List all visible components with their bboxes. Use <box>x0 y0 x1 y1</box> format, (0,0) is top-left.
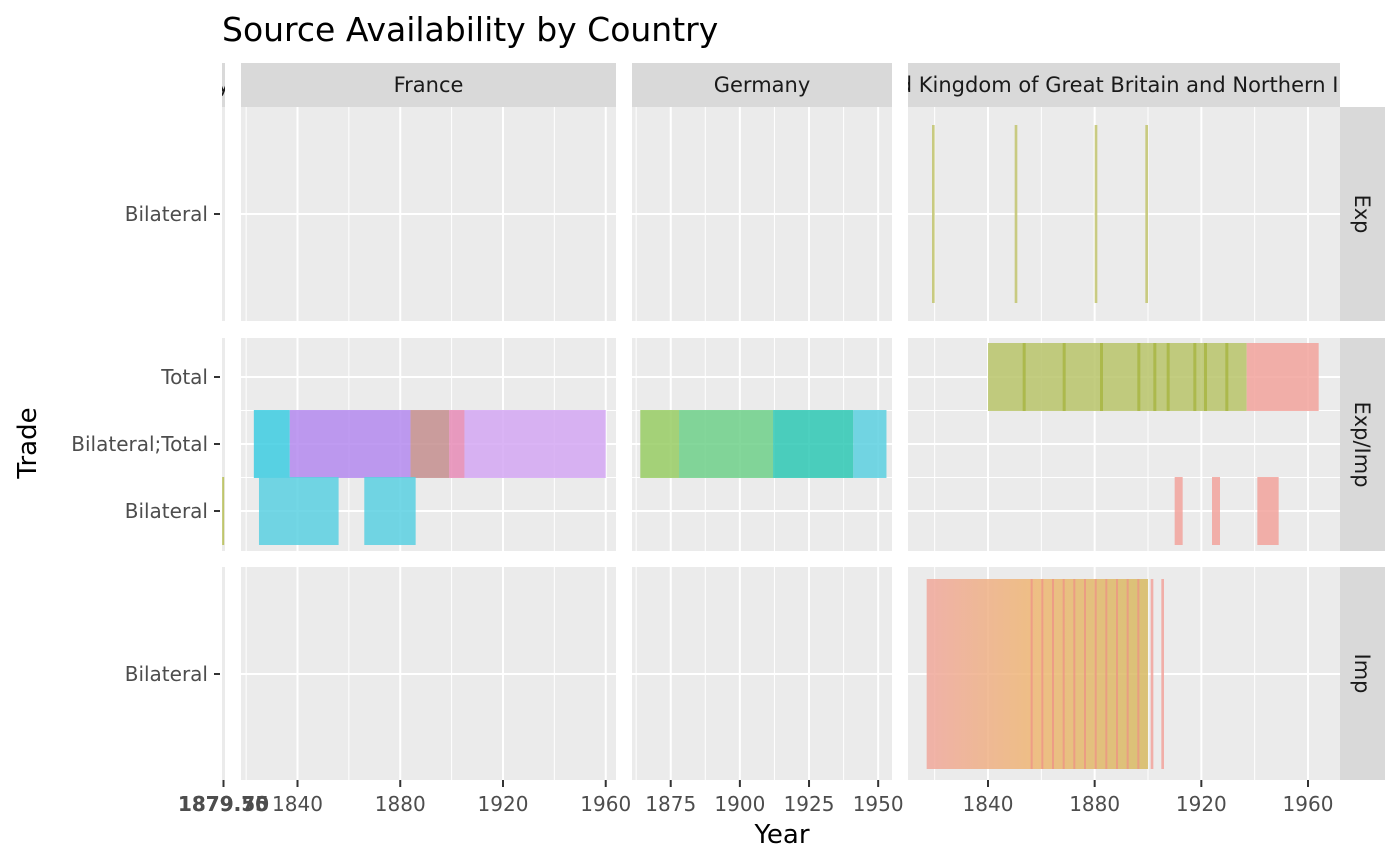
panel-background <box>222 338 225 551</box>
availability-bar <box>222 477 225 545</box>
x-tick-label: 1920 <box>478 792 529 816</box>
panel-background <box>222 107 225 321</box>
x-tick-label: 1920 <box>1176 792 1227 816</box>
row-strip-label: Exp <box>1350 194 1374 233</box>
availability-bar <box>1212 477 1220 545</box>
x-tick-label: 1840 <box>963 792 1014 816</box>
availability-bar <box>1161 579 1164 769</box>
availability-bar <box>289 410 411 478</box>
column-strip <box>908 63 1340 107</box>
overlap-stripe <box>1225 343 1229 411</box>
availability-bar <box>1150 579 1154 769</box>
panel-background <box>222 567 225 780</box>
x-axis-title: Year <box>753 820 809 850</box>
x-tick-label: 1879.75 <box>178 792 269 816</box>
row-strip-label: Exp/Imp <box>1350 401 1374 487</box>
overlap-stripe <box>1137 343 1141 411</box>
x-tick-label: 1900 <box>714 792 765 816</box>
y-axis-title: Trade <box>13 407 43 479</box>
overlap-stripe <box>1153 343 1157 411</box>
y-tick-label: Bilateral;Total <box>71 432 208 456</box>
facet-panels <box>222 107 1340 780</box>
x-tick-label: 1875 <box>645 792 696 816</box>
overlap-stripe <box>1116 579 1118 769</box>
availability-bar <box>1094 125 1098 303</box>
overlap-stripe <box>1126 579 1129 769</box>
y-tick-label: Bilateral <box>125 202 208 226</box>
overlap-stripe <box>1137 579 1140 769</box>
x-tick-label: 1960 <box>1283 792 1334 816</box>
availability-bar <box>773 410 854 478</box>
column-strip-label: United Kingdom of Great Britain and Nort… <box>843 73 1400 97</box>
row-strip-label: Imp <box>1350 654 1374 694</box>
row-strips: Exp Exp/Imp Imp <box>1340 107 1385 780</box>
availability-bar <box>1145 125 1148 303</box>
column-strip <box>241 63 616 107</box>
overlap-stripe <box>1022 343 1026 411</box>
row-strip <box>1340 107 1385 321</box>
column-strip-label: Germany <box>714 73 811 97</box>
availability-bar <box>932 125 935 303</box>
availability-bar <box>253 410 290 478</box>
overlap-stripe <box>1100 343 1103 411</box>
overlap-stripe <box>1073 579 1076 769</box>
overlap-stripe <box>1204 343 1207 411</box>
availability-bar <box>988 343 1247 411</box>
column-strip <box>222 63 225 107</box>
availability-bar <box>1014 125 1018 303</box>
overlap-stripe <box>1041 579 1044 769</box>
chart-title: Source Availability by Country <box>222 10 718 49</box>
y-tick-label: Bilateral <box>125 662 208 686</box>
overlap-stripe <box>1094 579 1097 769</box>
overlap-stripe <box>1062 343 1066 411</box>
y-axis: Bilateral Bilateral Bilateral;Total Total Bi… <box>71 202 220 686</box>
availability-bar <box>464 410 606 478</box>
x-tick-label: 1960 <box>580 792 631 816</box>
availability-bar <box>1174 477 1183 545</box>
overlap-stripe <box>1084 579 1086 769</box>
availability-bar <box>853 410 887 478</box>
overlap-stripe <box>1030 579 1033 769</box>
x-tick-label: 1925 <box>784 792 835 816</box>
x-tick-label: 1880 <box>1069 792 1120 816</box>
column-strip <box>632 63 892 107</box>
overlap-stripe <box>1193 343 1197 411</box>
availability-bar <box>449 410 465 478</box>
x-tick-label: 1840 <box>272 792 323 816</box>
y-tick-label: Total <box>160 365 208 389</box>
row-strip <box>1340 567 1385 780</box>
column-strip-label: y <box>217 73 229 97</box>
availability-bar <box>364 477 416 545</box>
x-tick-label: 1879.50 <box>178 792 269 816</box>
overlap-stripe <box>1062 579 1065 769</box>
y-tick-label: Bilateral <box>125 499 208 523</box>
row-strip <box>1340 338 1385 551</box>
availability-bar <box>258 477 339 545</box>
availability-bar <box>1257 477 1279 545</box>
availability-bar <box>679 410 774 478</box>
overlap-stripe <box>1166 343 1170 411</box>
availability-bar <box>640 410 680 478</box>
availability-bar <box>410 410 450 478</box>
availability-bar <box>1246 343 1319 411</box>
column-strips: y France Germany United Kingdom of Great Br… <box>217 63 1400 107</box>
x-tick-label: 1950 <box>853 792 904 816</box>
availability-bar <box>926 579 1148 769</box>
overlap-stripe <box>1052 579 1054 769</box>
x-tick-label: 1880 <box>375 792 426 816</box>
column-strip-label: France <box>394 73 464 97</box>
overlap-stripe <box>1105 579 1108 769</box>
